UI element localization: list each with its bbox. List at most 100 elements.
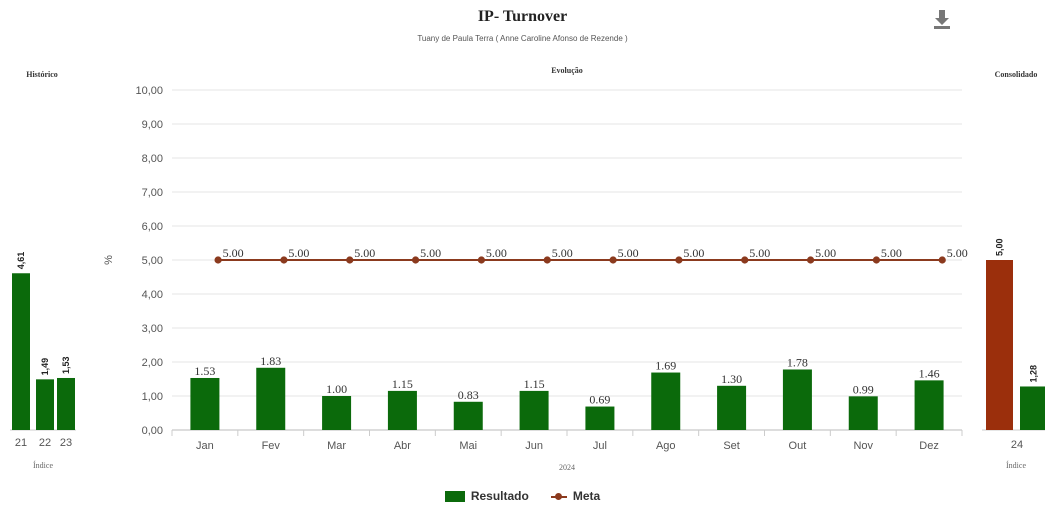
meta-point-Jul: [609, 256, 617, 264]
consolidado-value-label-meta: 5,00: [995, 238, 1005, 256]
historico-tick-23: 23: [60, 437, 72, 449]
resultado-bar-Abr: [387, 390, 417, 430]
meta-point-Abr: [411, 256, 420, 264]
chart-title: IP- Turnover: [477, 8, 568, 25]
resultado-value-label-Out: 1.78: [787, 355, 808, 369]
download-icon[interactable]: [931, 8, 953, 30]
meta-value-label-Ago: 5.00: [683, 246, 704, 260]
evolucao-y-tick: 0,00: [142, 425, 163, 437]
historico-bar-21: [12, 273, 30, 430]
evolucao-x-tick-Dez: Dez: [919, 440, 939, 452]
consolidado-bar-meta: [986, 260, 1013, 430]
meta-value-label-Jan: 5.00: [223, 246, 244, 260]
evolucao-y-tick: 3,00: [142, 323, 163, 335]
resultado-bar-Mai: [453, 401, 483, 430]
historico-tick-21: 21: [15, 437, 27, 449]
resultado-bar-Jun: [519, 390, 549, 430]
historico-value-label-22: 1,49: [40, 358, 50, 376]
meta-point-Dez: [938, 256, 946, 264]
resultado-bar-Ago: [651, 372, 681, 430]
meta-value-label-Dez: 5.00: [947, 246, 968, 260]
meta-value-label-Set: 5.00: [749, 246, 770, 260]
evolucao-y-tick: 2,00: [142, 357, 163, 369]
evolucao-x-tick-Abr: Abr: [394, 440, 411, 452]
meta-value-label-Abr: 5.00: [420, 246, 441, 260]
meta-point-Out: [806, 256, 815, 264]
resultado-value-label-Jun: 1.15: [524, 377, 545, 391]
meta-value-label-Fev: 5.00: [288, 246, 309, 260]
legend-label-resultado: Resultado: [470, 489, 529, 503]
meta-value-label-Mar: 5.00: [354, 246, 375, 260]
evolucao-title: Evolução: [551, 66, 583, 75]
resultado-bar-Fev: [256, 367, 286, 430]
resultado-value-label-Mar: 1.00: [326, 382, 347, 396]
resultado-value-label-Ago: 1.69: [655, 359, 676, 373]
resultado-bar-Nov: [848, 396, 878, 430]
evolucao-x-tick-Out: Out: [789, 440, 807, 452]
resultado-value-label-Nov: 0.99: [853, 382, 874, 396]
evolucao-y-tick: 1,00: [142, 391, 163, 403]
meta-point-Jun: [543, 256, 551, 264]
evolucao-y-tick: 4,00: [142, 289, 163, 301]
charts-canvas: Histórico 4,61 21 1,49 22 1,53 23 Índice Evoluçã…: [10, 66, 1045, 472]
legend-swatch-meta: [550, 491, 567, 502]
historico-x-label: Índice: [33, 460, 53, 470]
legend-item-meta[interactable]: Meta: [550, 489, 601, 503]
evolucao-x-tick-Jan: Jan: [196, 440, 214, 452]
evolucao-x-tick-Set: Set: [723, 440, 740, 452]
resultado-bar-Mar: [322, 396, 352, 430]
resultado-bar-Jan: [190, 377, 220, 430]
legend-swatch-resultado: [444, 490, 465, 502]
consolidado-tick: 24: [1011, 439, 1023, 451]
historico-value-label-23: 1,53: [61, 356, 71, 374]
consolidado-x-label: Índice: [1006, 460, 1026, 470]
meta-value-label-Nov: 5.00: [881, 246, 902, 260]
meta-point-Jan: [214, 256, 222, 264]
consolidado-title: Consolidado: [995, 70, 1038, 79]
evolucao-y-tick: 5,00: [142, 255, 163, 267]
resultado-value-label-Abr: 1.15: [392, 377, 413, 391]
historico-title: Histórico: [26, 70, 58, 79]
resultado-value-label-Dez: 1.46: [919, 366, 940, 380]
resultado-bar-Jul: [585, 406, 615, 430]
resultado-value-label-Jan: 1.53: [194, 364, 215, 378]
legend-label-meta: Meta: [572, 489, 601, 503]
resultado-bar-Set: [717, 385, 747, 430]
meta-point-Set: [741, 256, 749, 264]
evolucao-y-tick: 7,00: [142, 187, 163, 199]
meta-value-label-Out: 5.00: [815, 246, 836, 260]
resultado-value-label-Fev: 1.83: [260, 354, 281, 368]
evolucao-x-tick-Jul: Jul: [593, 440, 607, 452]
evolucao-y-tick: 6,00: [142, 221, 163, 233]
consolidado-bar-resultado: [1020, 386, 1045, 430]
resultado-value-label-Set: 1.30: [721, 372, 742, 386]
evolucao-y-tick: 10,00: [135, 85, 163, 97]
meta-value-label-Mai: 5.00: [486, 246, 507, 260]
historico-bar-22: [36, 379, 54, 430]
consolidado-value-label-resultado: 1,28: [1029, 365, 1039, 383]
evolucao-y-tick: 9,00: [142, 119, 163, 131]
evolucao-x-tick-Mai: Mai: [459, 440, 477, 452]
meta-point-Mar: [346, 256, 354, 264]
evolucao-x-label: 2024: [559, 463, 575, 472]
meta-value-label-Jun: 5.00: [552, 246, 573, 260]
resultado-value-label-Mai: 0.83: [458, 388, 479, 402]
meta-point-Mai: [477, 256, 486, 264]
chart-subtitle: Tuany de Paula Terra ( Anne Caroline Afo…: [417, 34, 628, 43]
historico-bar-23: [57, 377, 75, 430]
resultado-bar-Out: [782, 369, 812, 430]
evolucao-x-tick-Ago: Ago: [656, 440, 676, 452]
resultado-bar-Dez: [914, 380, 944, 430]
evolucao-y-label: %: [103, 255, 115, 265]
meta-point-Nov: [872, 256, 881, 264]
meta-point-Fev: [280, 256, 288, 264]
evolucao-y-tick: 8,00: [142, 153, 163, 165]
meta-point-Ago: [675, 256, 683, 264]
legend-item-resultado[interactable]: Resultado: [444, 489, 529, 503]
resultado-value-label-Jul: 0.69: [589, 393, 610, 407]
evolucao-x-tick-Jun: Jun: [525, 440, 543, 452]
evolucao-x-tick-Mar: Mar: [327, 440, 346, 452]
evolucao-x-tick-Nov: Nov: [853, 440, 873, 452]
historico-tick-22: 22: [39, 437, 51, 449]
historico-value-label-21: 4,61: [16, 252, 26, 270]
